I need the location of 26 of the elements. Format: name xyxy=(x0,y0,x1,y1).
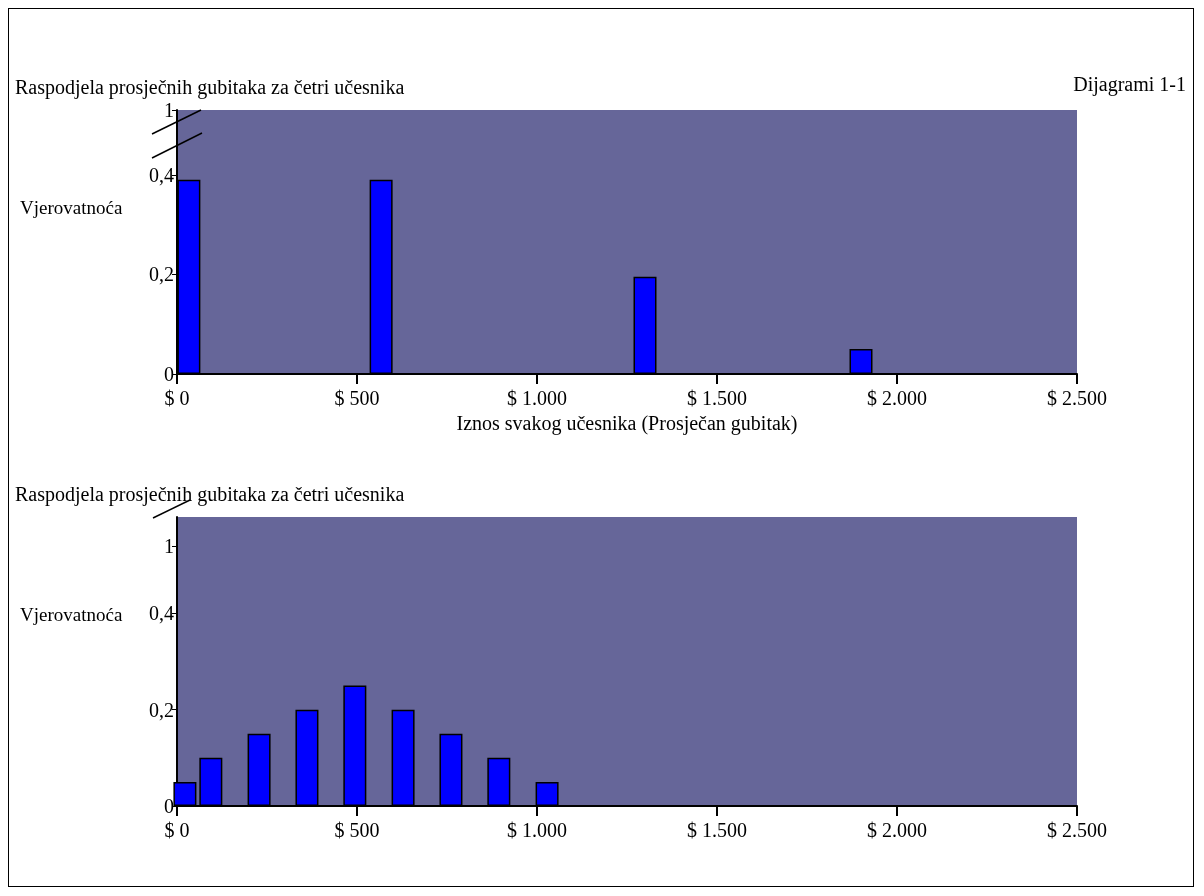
y-axis-title: Vjerovatnoća xyxy=(20,197,123,218)
x-tick-label: $ 2.000 xyxy=(867,387,927,409)
y-axis-title: Vjerovatnoća xyxy=(20,604,123,625)
x-tick-label: $ 2.500 xyxy=(1047,387,1107,409)
x-axis-title: Iznos svakog učesnika (Prosječan gubitak) xyxy=(456,411,798,435)
x-tick-label: $ 500 xyxy=(334,387,380,409)
y-tick-label: 0,4 xyxy=(149,163,174,186)
x-tick-label: $ 0 xyxy=(164,387,190,409)
x-tick-label: $ 0 xyxy=(164,819,190,841)
x-tick-label: $ 1.500 xyxy=(687,819,747,841)
y-tick-label: 0 xyxy=(164,795,174,817)
y-tick-label: 1 xyxy=(164,534,174,557)
x-tick-label: $ 1.000 xyxy=(507,819,567,841)
x-tick-label: $ 1.500 xyxy=(687,387,747,409)
y-tick-label: 0 xyxy=(164,363,174,385)
x-tick-label: $ 500 xyxy=(334,819,380,841)
x-tick-label: $ 2.500 xyxy=(1047,819,1107,841)
y-tick-label: 0,4 xyxy=(149,602,174,625)
chart-title: Raspodjela prosječnih gubitaka za četri učesnika xyxy=(15,483,405,506)
y-tick-label: 0,2 xyxy=(149,263,174,286)
x-tick-label: $ 2.000 xyxy=(867,819,927,841)
y-tick-label: 0,2 xyxy=(149,698,174,721)
x-tick-label: $ 1.000 xyxy=(507,387,567,409)
text: Dijagrami 1-1 xyxy=(1073,73,1187,96)
y-tick-label: 1 xyxy=(164,99,174,121)
chart-title: Raspodjela prosječnih gubitaka za četri učesnika xyxy=(15,76,405,99)
